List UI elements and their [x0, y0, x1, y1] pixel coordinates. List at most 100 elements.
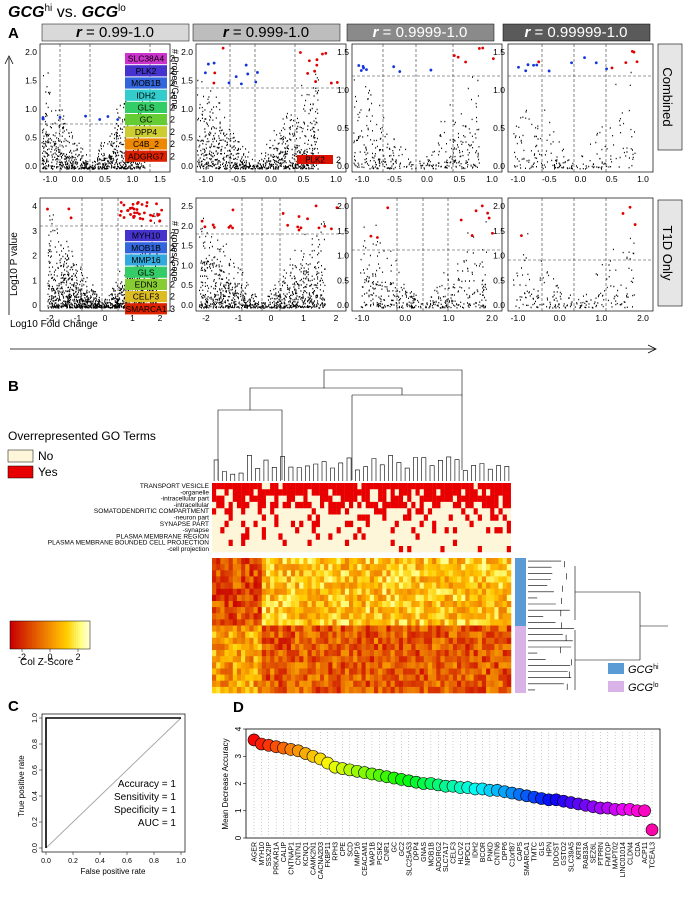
heatmap-cell: [411, 594, 416, 602]
heatmap-cell: [270, 662, 275, 669]
heatmap-cell: [299, 619, 304, 626]
heatmap-cell: [286, 680, 292, 688]
heatmap-cell: [253, 619, 258, 626]
heatmap-cell: [236, 637, 242, 645]
heatmap-cell: [398, 643, 404, 651]
heatmap-cell: [477, 564, 483, 571]
heatmap-cell: [228, 650, 234, 657]
heatmap-cell: [469, 625, 474, 632]
heatmap-cell: [407, 643, 412, 651]
heatmap-cell: [257, 619, 263, 626]
heatmap-cell: [353, 558, 358, 565]
heatmap-cell: [481, 631, 487, 639]
heatmap-cell: [270, 594, 275, 602]
heatmap-cell: [411, 631, 416, 639]
heatmap-cell: [382, 582, 387, 589]
heatmap-cell: [274, 674, 279, 682]
heatmap-cell: [332, 650, 337, 657]
heatmap-cell: [378, 607, 383, 614]
heatmap-cell: [286, 570, 292, 577]
heatmap-cell: [257, 668, 263, 675]
heatmap-cell: [236, 662, 242, 669]
heatmap-cell: [502, 637, 508, 645]
heatmap-cell: [220, 607, 225, 614]
heatmap-cell: [490, 680, 495, 688]
heatmap-cell: [224, 564, 229, 571]
x-tick-label: 1: [301, 313, 306, 323]
heatmap-cell: [469, 576, 474, 583]
heatmap-cell: [286, 656, 292, 663]
figure-title: GCGhi vs. GCGlo: [8, 3, 126, 21]
legend-hi-label: GCGhi: [628, 664, 659, 676]
significant-point: [131, 202, 135, 206]
heatmap-cell: [390, 594, 396, 602]
heatmap-cell: [486, 564, 491, 571]
heatmap-cell: [415, 656, 420, 663]
heatmap-cell: [374, 558, 379, 565]
heatmap-cell: [498, 662, 503, 669]
go-term-label: PLASMA MEMBRANE REGION: [116, 533, 209, 540]
heatmap-cell: [369, 656, 375, 663]
heatmap-cell: [444, 594, 450, 602]
heatmap-cell: [440, 625, 445, 632]
gene-label-box: [125, 114, 167, 126]
heatmap-cell: [232, 558, 238, 565]
heatmap-cell: [374, 576, 379, 583]
heatmap-cell: [432, 662, 437, 669]
heatmap-cell: [440, 558, 445, 565]
significant-point: [149, 213, 152, 217]
heatmap-cell: [436, 594, 441, 602]
heatmap-cell: [361, 601, 366, 608]
heatmap-cell: [328, 588, 333, 596]
heatmap-cell: [353, 570, 358, 577]
heatmap-cell: [224, 601, 229, 608]
heatmap-cell: [320, 558, 325, 565]
heatmap-cell: [452, 656, 458, 663]
heatmap-cell: [286, 607, 292, 614]
heatmap-cell: [374, 570, 379, 577]
heatmap-cell: [349, 594, 354, 602]
heatmap-cell: [224, 576, 229, 583]
heatmap-cell: [212, 594, 217, 602]
x-tick-label: -1.0: [355, 313, 370, 323]
heatmap-cell: [457, 576, 462, 583]
heatmap-cell: [386, 564, 391, 571]
heatmap-cell: [398, 613, 404, 620]
heatmap-cell: [320, 619, 325, 626]
significant-point: [130, 206, 134, 210]
heatmap-cell: [398, 594, 404, 602]
heatmap-cell: [361, 625, 366, 632]
heatmap-cell: [257, 680, 263, 688]
x-tick-label: 0.5: [99, 174, 111, 184]
heatmap-cell: [444, 607, 450, 614]
heatmap-cell: [386, 686, 391, 694]
heatmap-cell: [216, 558, 221, 565]
heatmap-cell: [502, 680, 508, 688]
heatmap-cell: [448, 582, 454, 589]
heatmap-cell: [494, 674, 499, 682]
mda-category-label: CNTN1: [296, 842, 303, 865]
heatmap-cell: [299, 668, 304, 675]
mda-category-label: CPE: [340, 842, 347, 857]
heatmap-cell: [473, 662, 479, 669]
zscore-key-step: [62, 621, 65, 649]
dendrogram-branches: [213, 369, 510, 481]
heatmap-cell: [494, 619, 499, 626]
heatmap-cell: [440, 570, 445, 577]
heatmap-cell: [278, 625, 283, 632]
heatmap-cell: [444, 570, 450, 577]
mda-category-label: GSTO2: [561, 842, 568, 866]
heatmap-cell: [336, 576, 342, 583]
heatmap-cell: [336, 637, 342, 645]
heatmap-cell: [278, 607, 283, 614]
heatmap-cell: [253, 650, 258, 657]
significant-point: [456, 55, 460, 59]
heatmap-cell: [332, 594, 337, 602]
heatmap-cell: [357, 650, 362, 657]
roc-x-tick-label: 0.4: [95, 858, 105, 865]
heatmap-cell: [340, 613, 346, 620]
heatmap-cell: [444, 564, 450, 571]
significant-point: [116, 118, 120, 121]
heatmap-cell: [357, 680, 362, 688]
heatmap-cell: [374, 668, 379, 675]
